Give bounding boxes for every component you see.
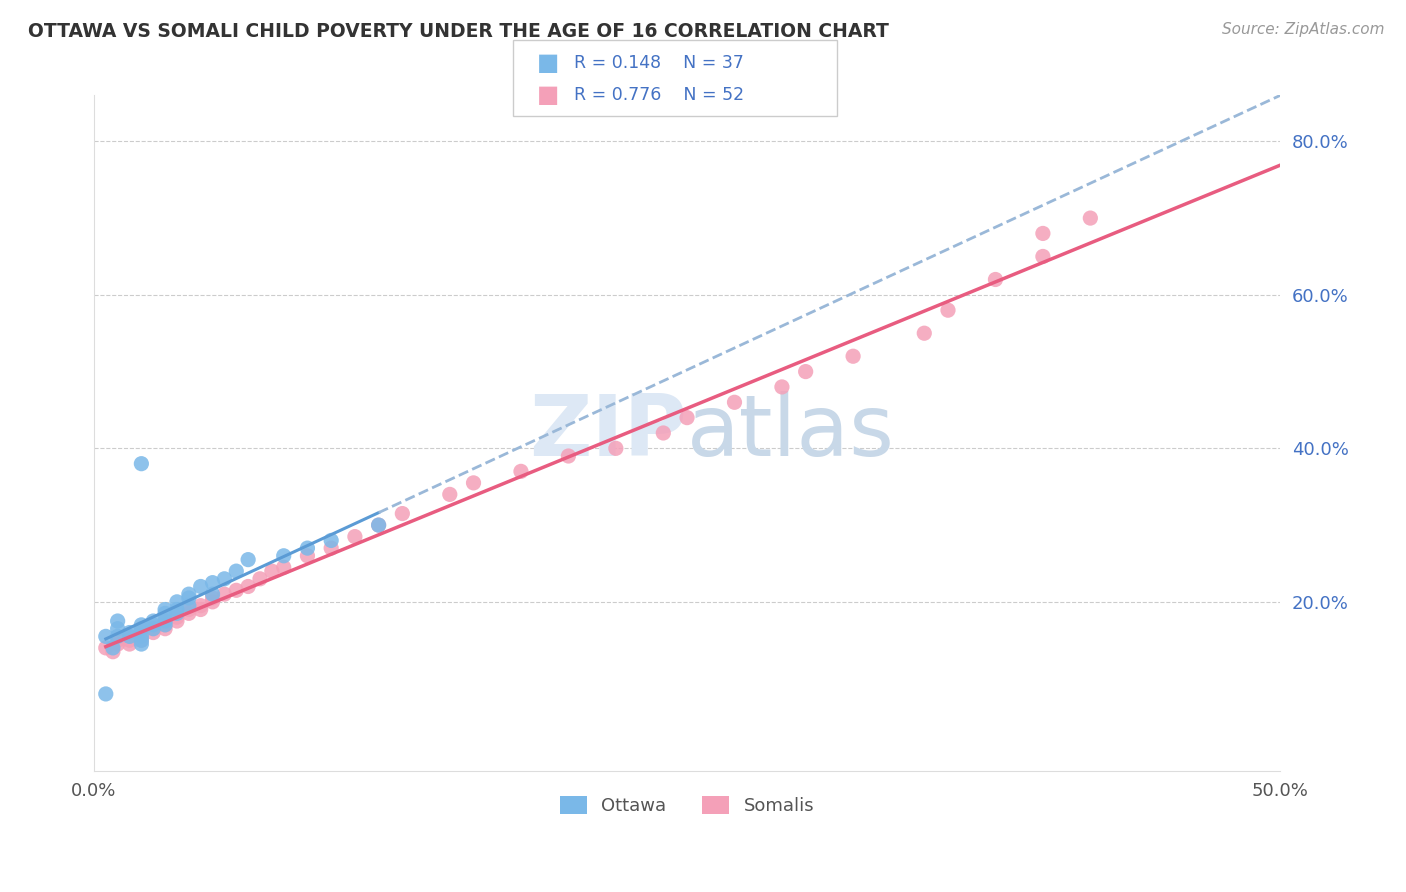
Text: atlas: atlas [688, 392, 896, 475]
Point [1032, 227, 1054, 241]
Point [166, 607, 188, 621]
Point [166, 595, 188, 609]
Point [236, 552, 259, 566]
Point [201, 591, 224, 605]
Point [142, 614, 165, 628]
Point [118, 629, 141, 643]
Point [177, 587, 200, 601]
Point [131, 622, 153, 636]
Point [214, 587, 236, 601]
Legend: Ottawa, Somalis: Ottawa, Somalis [553, 789, 821, 822]
Point [101, 640, 124, 655]
Point [1032, 250, 1054, 264]
Point [107, 614, 129, 628]
Point [131, 622, 153, 636]
Point [439, 487, 461, 501]
Point [723, 395, 745, 409]
Text: R = 0.776    N = 52: R = 0.776 N = 52 [574, 86, 744, 103]
Point [249, 572, 271, 586]
Point [131, 625, 153, 640]
Point [153, 618, 176, 632]
Point [142, 622, 165, 636]
Text: ZIP: ZIP [529, 392, 688, 475]
Point [94, 640, 117, 655]
Point [936, 303, 959, 318]
Point [94, 629, 117, 643]
Point [201, 575, 224, 590]
Point [190, 602, 212, 616]
Point [142, 618, 165, 632]
Point [118, 637, 141, 651]
Point [107, 633, 129, 648]
Point [107, 629, 129, 643]
Point [131, 633, 153, 648]
Text: OTTAWA VS SOMALI CHILD POVERTY UNDER THE AGE OF 16 CORRELATION CHART: OTTAWA VS SOMALI CHILD POVERTY UNDER THE… [28, 22, 889, 41]
Text: ■: ■ [537, 52, 560, 75]
Point [201, 595, 224, 609]
Point [118, 633, 141, 648]
Point [131, 618, 153, 632]
Point [557, 449, 579, 463]
Point [131, 633, 153, 648]
Point [142, 625, 165, 640]
Point [153, 614, 176, 628]
Point [142, 622, 165, 636]
Point [463, 475, 485, 490]
Point [131, 637, 153, 651]
Point [273, 560, 295, 574]
Point [321, 533, 343, 548]
Point [94, 687, 117, 701]
Point [131, 629, 153, 643]
Point [260, 564, 283, 578]
Point [225, 564, 247, 578]
Point [177, 607, 200, 621]
Point [367, 518, 389, 533]
Point [107, 637, 129, 651]
Point [1078, 211, 1101, 225]
Point [225, 583, 247, 598]
Point [367, 518, 389, 533]
Point [107, 622, 129, 636]
Point [912, 326, 935, 341]
Point [297, 541, 319, 555]
Point [297, 549, 319, 563]
Point [842, 349, 865, 363]
Point [131, 457, 153, 471]
Point [177, 591, 200, 605]
Point [101, 645, 124, 659]
Point [273, 549, 295, 563]
Point [190, 579, 212, 593]
Point [166, 614, 188, 628]
Point [153, 618, 176, 632]
Point [153, 607, 176, 621]
Point [676, 410, 699, 425]
Point [794, 365, 817, 379]
Point [153, 614, 176, 628]
Point [118, 629, 141, 643]
Text: ■: ■ [537, 83, 560, 107]
Point [605, 442, 627, 456]
Point [177, 599, 200, 613]
Text: Source: ZipAtlas.com: Source: ZipAtlas.com [1222, 22, 1385, 37]
Point [166, 610, 188, 624]
Point [153, 602, 176, 616]
Point [118, 625, 141, 640]
Point [510, 464, 533, 478]
Point [321, 541, 343, 555]
Point [236, 579, 259, 593]
Text: R = 0.148    N = 37: R = 0.148 N = 37 [574, 54, 744, 72]
Point [190, 599, 212, 613]
Point [214, 572, 236, 586]
Point [770, 380, 793, 394]
Point [166, 602, 188, 616]
Point [201, 587, 224, 601]
Point [343, 530, 366, 544]
Point [391, 507, 413, 521]
Point [652, 425, 675, 440]
Point [177, 602, 200, 616]
Point [131, 629, 153, 643]
Point [984, 272, 1007, 286]
Point [153, 622, 176, 636]
